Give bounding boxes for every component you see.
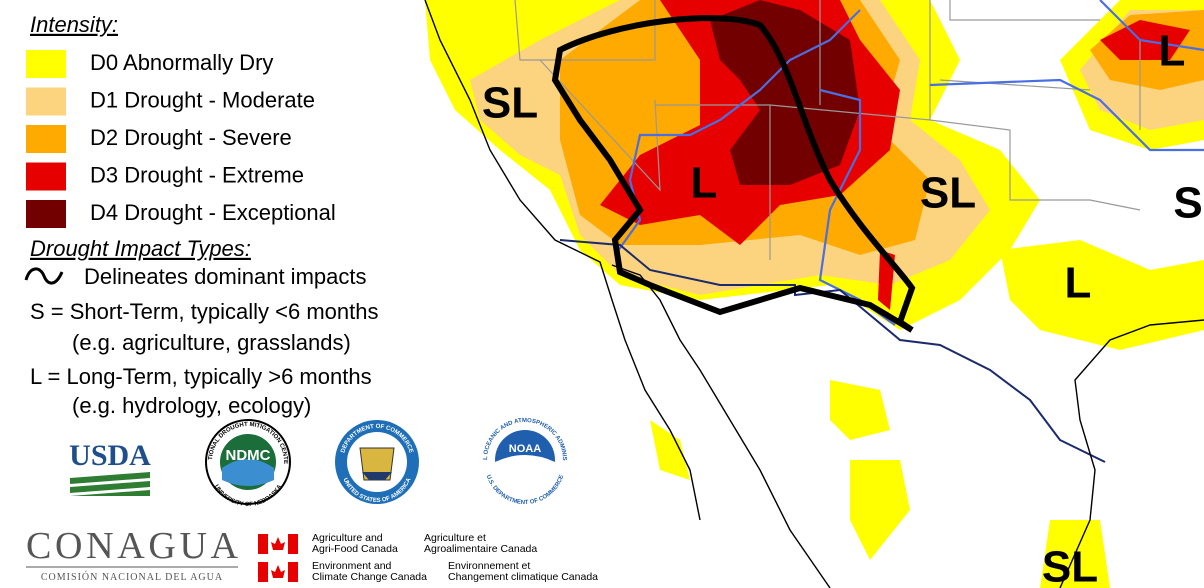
- canada-line: Agroalimentaire Canada: [424, 543, 537, 555]
- canada-line: Agriculture et: [424, 532, 486, 544]
- usda-logo: USDA: [69, 439, 151, 496]
- impact-text: Delineates dominant impacts: [84, 264, 366, 289]
- map-labels: SL L SL L L S SL: [482, 27, 1203, 588]
- impact-text: L = Long-Term, typically >6 months: [30, 364, 372, 389]
- conagua-text: CONAGUA: [26, 525, 239, 567]
- doc-logo: DEPARTMENT OF COMMERCE UNITED STATES OF …: [335, 420, 419, 504]
- canada-line: Climate Change Canada: [312, 571, 427, 583]
- legend-swatch: [26, 162, 66, 191]
- canada-line: Environment and: [312, 560, 392, 572]
- legend-label: D2 Drought - Severe: [90, 125, 292, 150]
- canada-line: Agri-Food Canada: [312, 543, 398, 555]
- legend-swatch: [26, 125, 66, 153]
- legend-label: D3 Drought - Extreme: [90, 162, 304, 187]
- canada-line: Environnement et: [448, 560, 530, 572]
- canada-flags: [258, 534, 298, 582]
- legend-label: D0 Abnormally Dry: [90, 50, 273, 75]
- legend-title: Intensity:: [30, 12, 118, 37]
- impact-label: SL: [482, 79, 538, 128]
- impact-label: L: [1065, 259, 1092, 308]
- conagua-sub: COMISIÓN NACIONAL DEL AGUA: [41, 571, 223, 583]
- impact-line-symbol: [24, 267, 64, 285]
- impact-title: Drought Impact Types:: [30, 236, 251, 261]
- impact-label: SL: [1042, 543, 1098, 588]
- legend-label: D1 Drought - Moderate: [90, 87, 315, 112]
- impact-label: L: [691, 159, 718, 208]
- conagua-logo: CONAGUA COMISIÓN NACIONAL DEL AGUA: [26, 525, 239, 583]
- legend-swatch: [26, 87, 66, 116]
- legend: Intensity: Drought Impact Types: D0 Abno…: [24, 12, 378, 418]
- impact-text: (e.g. agriculture, grasslands): [72, 330, 351, 355]
- ndmc-text: NDMC: [226, 447, 271, 464]
- impact-label: L: [1159, 27, 1186, 76]
- impact-text: (e.g. hydrology, ecology): [72, 393, 311, 418]
- usda-text: USDA: [69, 439, 151, 472]
- legend-label: D4 Drought - Exceptional: [90, 200, 336, 225]
- impact-label: SL: [920, 169, 976, 218]
- canada-line: Agriculture and: [312, 532, 383, 544]
- impact-text: S = Short-Term, typically <6 months: [30, 299, 378, 324]
- impact-label: S: [1173, 179, 1202, 228]
- noaa-text: NOAA: [509, 443, 541, 455]
- canada-line: Changement climatique Canada: [448, 571, 598, 583]
- legend-swatch: [26, 50, 66, 78]
- legend-swatch: [26, 200, 66, 228]
